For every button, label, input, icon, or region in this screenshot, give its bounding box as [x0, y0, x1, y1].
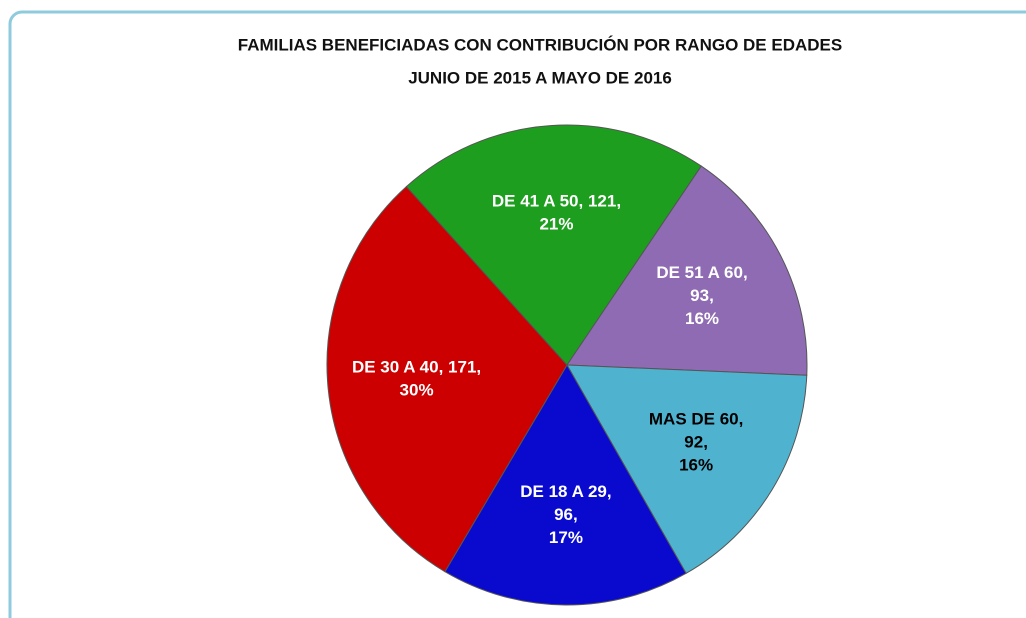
data-label: MAS DE 60, 92, 16% — [649, 410, 743, 475]
pie-slice — [444, 364, 687, 606]
data-label-line: MAS DE 60, — [649, 410, 743, 429]
data-label-line: 92, — [684, 433, 708, 452]
data-label-line: 16% — [679, 456, 713, 475]
data-label: DE 51 A 60, 93, 16% — [656, 263, 747, 328]
data-label-line: DE 30 A 40, 171, — [352, 358, 481, 377]
data-label-line: 21% — [539, 215, 573, 234]
data-label-line: 93, — [690, 286, 714, 305]
pie-slice — [405, 124, 702, 366]
data-label-line: 17% — [549, 529, 583, 548]
data-label-line: DE 41 A 50, 121, — [492, 192, 621, 211]
data-label-line: 16% — [685, 309, 719, 328]
data-label-line: DE 51 A 60, — [656, 263, 747, 282]
data-label: DE 41 A 50, 121, 21% — [492, 192, 621, 234]
chart-title: FAMILIAS BENEFICIADAS CON CONTRIBUCIÓN P… — [238, 35, 842, 54]
pie-slice — [566, 364, 808, 575]
chart-subtitle: JUNIO DE 2015 A MAYO DE 2016 — [408, 68, 672, 87]
data-label-line: 30% — [400, 381, 434, 400]
data-label: DE 18 A 29, 96, 17% — [520, 483, 611, 548]
pie-slice — [326, 185, 568, 573]
pie-slice — [566, 165, 808, 376]
data-label-line: DE 18 A 29, — [520, 483, 611, 502]
data-label: DE 30 A 40, 171, 30% — [352, 358, 481, 400]
data-label-line: 96, — [554, 506, 578, 525]
